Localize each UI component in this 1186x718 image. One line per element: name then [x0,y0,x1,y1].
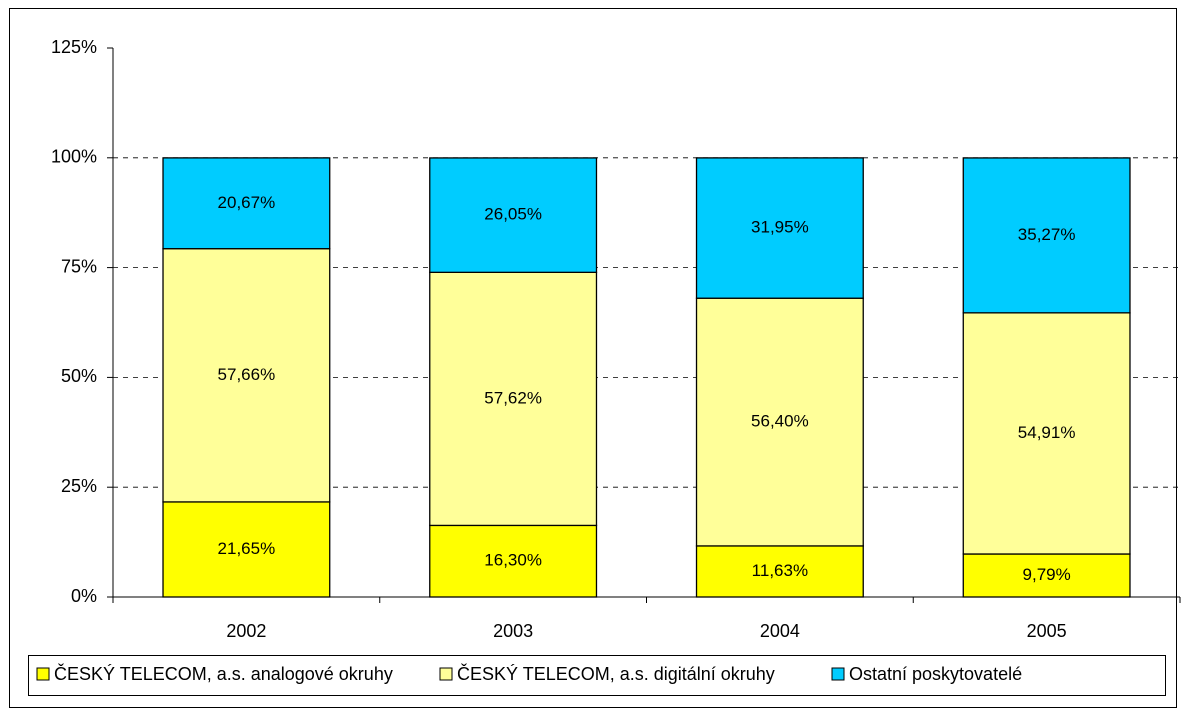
value-label: 9,79% [1023,565,1071,584]
bar-segment [162,248,331,503]
legend-swatch [36,667,50,681]
bar-segment [429,271,598,527]
value-label: 57,62% [484,388,542,407]
bar-segment [962,157,1131,314]
legend-swatch [439,667,453,681]
value-label: 16,30% [484,551,542,570]
legend-label: ČESKÝ TELECOM, a.s. analogové okruhy [54,663,393,684]
legend-label: Ostatní poskytovatelé [849,664,1022,684]
bar-segment [162,501,331,598]
legend-box [28,655,1166,696]
y-tick-label: 0% [71,586,97,606]
legend-label: ČESKÝ TELECOM, a.s. digitální okruhy [457,663,775,684]
x-tick-label: 2002 [226,621,266,641]
bar-segment [962,553,1131,598]
value-label: 21,65% [218,539,276,558]
bar-segment [695,297,864,547]
bar-segment [695,157,864,299]
value-label: 20,67% [218,193,276,212]
value-label: 35,27% [1018,225,1076,244]
value-label: 54,91% [1018,423,1076,442]
bar-segment [429,157,598,273]
y-tick-label: 100% [51,147,97,167]
bar-segment [962,312,1131,555]
value-label: 31,95% [751,218,809,237]
y-tick-label: 125% [51,37,97,57]
x-tick-label: 2004 [760,621,800,641]
value-label: 57,66% [218,365,276,384]
x-tick-label: 2005 [1027,621,1067,641]
value-label: 56,40% [751,412,809,431]
value-label: 26,05% [484,205,542,224]
x-tick-label: 2003 [493,621,533,641]
bar-segment [162,157,331,250]
y-tick-label: 50% [61,366,97,386]
legend-swatch [831,667,845,681]
y-tick-label: 25% [61,476,97,496]
value-label: 11,63% [752,561,808,580]
bar-segment [429,524,598,598]
y-tick-label: 75% [61,256,97,276]
